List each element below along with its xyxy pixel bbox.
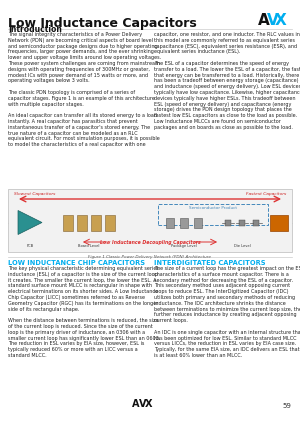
FancyBboxPatch shape	[8, 189, 292, 252]
Polygon shape	[18, 210, 42, 235]
Text: Fastest Capacitors: Fastest Capacitors	[246, 192, 286, 196]
Text: A: A	[132, 399, 140, 409]
FancyBboxPatch shape	[194, 218, 202, 227]
Text: X: X	[145, 399, 152, 409]
Text: The size of a current loop has the greatest impact on the ESL
characteristics of: The size of a current loop has the great…	[154, 266, 300, 358]
FancyBboxPatch shape	[180, 218, 188, 227]
FancyBboxPatch shape	[270, 215, 288, 230]
Text: V: V	[139, 399, 146, 409]
Text: INTERDIGITATED CAPACITORS: INTERDIGITATED CAPACITORS	[154, 260, 266, 266]
Text: Introduction: Introduction	[8, 25, 62, 34]
Text: LOW INDUCTANCE CHIP CAPACITORS: LOW INDUCTANCE CHIP CAPACITORS	[8, 260, 145, 266]
Text: PCB: PCB	[26, 244, 34, 248]
Text: 59: 59	[282, 403, 291, 409]
Text: The signal integrity characteristics of a Power Delivery
Network (PDN) are becom: The signal integrity characteristics of …	[8, 32, 161, 147]
Text: Slowest Capacitors: Slowest Capacitors	[14, 192, 56, 196]
FancyBboxPatch shape	[63, 215, 73, 230]
Text: V: V	[267, 13, 279, 28]
FancyBboxPatch shape	[239, 219, 245, 226]
Text: Figure 1 Classic Power Delivery Network (PDN) Architecture: Figure 1 Classic Power Delivery Network …	[88, 255, 212, 259]
Text: Board Level: Board Level	[78, 244, 100, 248]
Text: capacitor, one resistor, and one inductor. The RLC values in
this model are comm: capacitor, one resistor, and one inducto…	[154, 32, 300, 130]
Text: Package Level: Package Level	[171, 244, 197, 248]
Text: Semiconductor Product: Semiconductor Product	[189, 206, 237, 210]
Text: Low Inductance Capacitors: Low Inductance Capacitors	[8, 17, 197, 30]
FancyBboxPatch shape	[91, 215, 101, 230]
Text: Die Level: Die Level	[234, 244, 250, 248]
FancyBboxPatch shape	[166, 218, 174, 227]
FancyBboxPatch shape	[225, 219, 231, 226]
Text: The key physical characteristic determining equivalent series
inductance (ESL) o: The key physical characteristic determin…	[8, 266, 160, 358]
Text: X: X	[275, 13, 287, 28]
FancyBboxPatch shape	[105, 215, 115, 230]
Text: A: A	[258, 13, 270, 28]
Text: Low Inductance Decoupling Capacitors: Low Inductance Decoupling Capacitors	[100, 240, 200, 244]
FancyBboxPatch shape	[253, 219, 259, 226]
FancyBboxPatch shape	[77, 215, 87, 230]
